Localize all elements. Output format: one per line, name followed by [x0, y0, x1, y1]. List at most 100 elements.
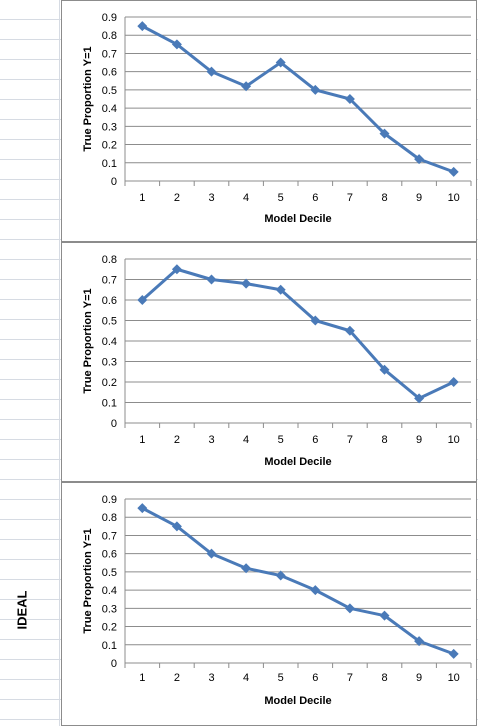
- chart-3-svg: 0 0.1 0.2 0.3 0.4 0.5 0.6 0.7 0.8 0.9 1 2 3 4 5 6 7 8 9 10 M…: [82, 494, 472, 707]
- x-tick-label: 5: [278, 434, 284, 446]
- y-tick-label: 0.1: [102, 640, 117, 652]
- data-point-marker[interactable]: [171, 521, 182, 532]
- x-tick-label: 5: [278, 192, 284, 204]
- y-tick-label: 0.4: [102, 585, 117, 597]
- x-tick-label: 4: [243, 672, 249, 684]
- x-tick-label: 10: [448, 192, 460, 204]
- y-tick-label: 0.5: [102, 567, 117, 579]
- x-tick-label: 9: [416, 672, 422, 684]
- data-point-marker[interactable]: [241, 81, 252, 92]
- chart-1[interactable]: 0 0.1 0.2 0.3 0.4 0.5 0.6 0.7 0.8 0.9 1 2 3 4 5 6 7 8 9 10 M…: [61, 0, 477, 242]
- x-tick-label: 7: [347, 672, 353, 684]
- column-separator: [59, 0, 60, 726]
- x-tick-label: 7: [347, 192, 353, 204]
- y-tick-label: 0.8: [102, 512, 117, 524]
- chart-2[interactable]: 0 0.1 0.2 0.3 0.4 0.5 0.6 0.7 0.8 1 2 3 4 5 6 7 8 9 10 Mode…: [61, 242, 477, 482]
- x-tick-label: 6: [312, 192, 318, 204]
- y-tick-label: 0.6: [102, 67, 117, 79]
- data-point-marker[interactable]: [310, 585, 321, 596]
- x-axis-title: Model Decile: [264, 213, 331, 225]
- y-tick-label: 0.6: [102, 295, 117, 307]
- x-tick-label: 10: [448, 434, 460, 446]
- y-tick-label: 0.9: [102, 494, 117, 506]
- data-point-marker[interactable]: [448, 648, 459, 659]
- data-point-marker[interactable]: [275, 284, 286, 295]
- y-tick-label: 0.3: [102, 357, 117, 369]
- data-point-marker[interactable]: [414, 154, 425, 165]
- y-tick-label: 0.3: [102, 603, 117, 615]
- row-label-ideal: IDEAL: [14, 590, 30, 630]
- y-tick-label: 0.2: [102, 140, 117, 152]
- y-tick-label: 0.5: [102, 85, 117, 97]
- x-tick-label: 9: [416, 434, 422, 446]
- data-point-marker[interactable]: [241, 563, 252, 574]
- series-line: [141, 24, 455, 174]
- x-tick-label: 2: [174, 192, 180, 204]
- data-point-marker[interactable]: [137, 21, 148, 32]
- data-point-marker[interactable]: [241, 278, 252, 289]
- x-tick-label: 2: [174, 672, 180, 684]
- y-tick-label: 0.8: [102, 30, 117, 42]
- data-point-marker[interactable]: [344, 325, 355, 336]
- data-point-marker[interactable]: [310, 84, 321, 95]
- data-point-marker[interactable]: [379, 128, 390, 139]
- x-axis-title: Model Decile: [264, 456, 331, 468]
- x-tick-label: 8: [381, 434, 387, 446]
- y-tick-label: 0.7: [102, 275, 117, 287]
- data-point-marker[interactable]: [448, 166, 459, 177]
- x-tick-label: 3: [208, 672, 214, 684]
- y-tick-label: 0: [111, 176, 117, 188]
- x-tick-label: 4: [243, 192, 249, 204]
- x-tick-label: 8: [381, 192, 387, 204]
- y-tick-label: 0.4: [102, 336, 117, 348]
- data-point-marker[interactable]: [137, 503, 148, 514]
- y-tick-label: 0.9: [102, 12, 117, 24]
- data-point-marker[interactable]: [206, 548, 217, 559]
- data-point-marker[interactable]: [414, 393, 425, 404]
- data-point-marker[interactable]: [379, 610, 390, 621]
- x-tick-label: 7: [347, 434, 353, 446]
- x-tick-label: 3: [208, 434, 214, 446]
- y-axis-title: True Proportion Y=1: [82, 288, 94, 393]
- y-tick-label: 0.1: [102, 398, 117, 410]
- y-tick-label: 0.6: [102, 549, 117, 561]
- y-tick-label: 0.3: [102, 121, 117, 133]
- series-line: [141, 267, 455, 400]
- x-axis-title: Model Decile: [264, 695, 331, 707]
- x-tick-label: 5: [278, 672, 284, 684]
- x-tick-label: 8: [381, 672, 387, 684]
- data-point-marker[interactable]: [344, 603, 355, 614]
- x-tick-label: 6: [312, 434, 318, 446]
- data-point-marker[interactable]: [448, 377, 459, 387]
- y-tick-label: 0.1: [102, 158, 117, 170]
- data-point-marker[interactable]: [275, 570, 286, 581]
- y-tick-label: 0.2: [102, 622, 117, 634]
- y-tick-label: 0.8: [102, 254, 117, 266]
- chart-1-svg: 0 0.1 0.2 0.3 0.4 0.5 0.6 0.7 0.8 0.9 1 2 3 4 5 6 7 8 9 10 M…: [82, 12, 472, 225]
- data-point-marker[interactable]: [414, 636, 425, 647]
- data-point-marker[interactable]: [379, 364, 390, 375]
- data-point-marker[interactable]: [206, 274, 217, 285]
- x-tick-label: 3: [208, 192, 214, 204]
- data-point-marker[interactable]: [137, 295, 148, 305]
- data-point-marker[interactable]: [206, 66, 217, 77]
- y-axis-title: True Proportion Y=1: [82, 528, 94, 633]
- x-tick-label: 4: [243, 434, 249, 446]
- y-tick-label: 0.2: [102, 377, 117, 389]
- data-point-marker[interactable]: [275, 57, 286, 68]
- x-tick-label: 10: [448, 672, 460, 684]
- x-tick-label: 1: [139, 672, 145, 684]
- y-axis-title: True Proportion Y=1: [82, 46, 94, 151]
- chart-3[interactable]: 0 0.1 0.2 0.3 0.4 0.5 0.6 0.7 0.8 0.9 1 2 3 4 5 6 7 8 9 10 M…: [61, 482, 477, 726]
- data-point-marker[interactable]: [310, 315, 321, 326]
- y-tick-label: 0.4: [102, 103, 117, 115]
- x-tick-label: 6: [312, 672, 318, 684]
- data-point-marker[interactable]: [171, 264, 182, 275]
- series-line: [141, 506, 455, 656]
- y-tick-label: 0: [111, 418, 117, 430]
- y-tick-label: 0.5: [102, 316, 117, 328]
- chart-2-svg: 0 0.1 0.2 0.3 0.4 0.5 0.6 0.7 0.8 1 2 3 4 5 6 7 8 9 10 Mode…: [82, 254, 472, 468]
- data-point-marker[interactable]: [171, 39, 182, 50]
- x-tick-label: 1: [139, 434, 145, 446]
- data-point-marker[interactable]: [344, 94, 355, 104]
